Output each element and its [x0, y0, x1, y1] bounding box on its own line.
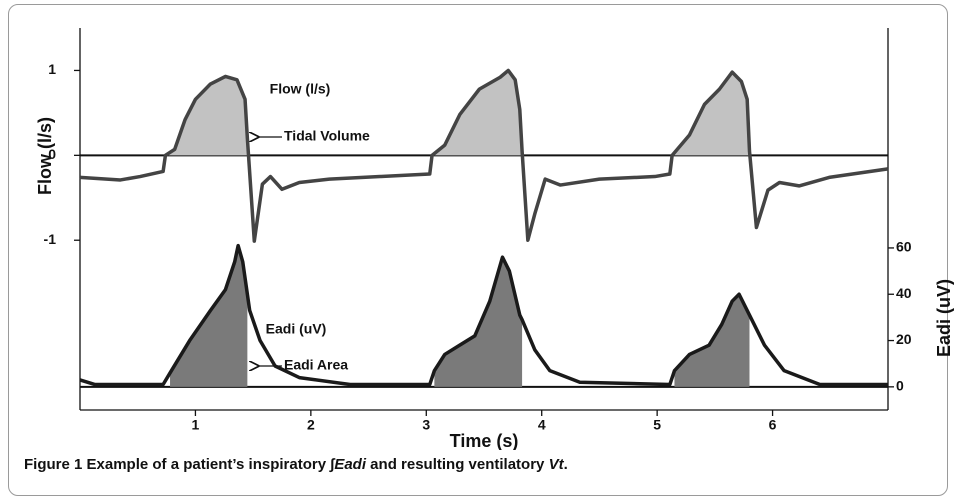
caption-part: Example of a patient’s inspiratory: [86, 456, 331, 473]
series-line: [79, 243, 888, 387]
x-tick-label: 6: [769, 417, 777, 433]
annotation: Flow (l/s): [270, 81, 331, 97]
y2-tick-label: 40: [896, 285, 912, 301]
caption-part: Vt: [548, 456, 564, 473]
shaded-area: [170, 245, 248, 387]
figure-frame: [8, 4, 948, 496]
caption: Figure 1 Example of a patient’s inspirat…: [24, 456, 568, 473]
y2-tick-label: 60: [896, 239, 912, 255]
x-axis-label: Time (s): [450, 431, 519, 450]
annotation: Eadi (uV): [266, 321, 327, 337]
caption-text: Example of a patient’s inspiratory ∫Eadi…: [87, 456, 568, 473]
y2-axis-label: Eadi (uV): [934, 279, 954, 357]
y2-tick-label: 0: [896, 378, 904, 394]
x-tick-label: 1: [192, 417, 200, 433]
x-tick-label: 4: [538, 417, 546, 433]
annotation: Tidal Volume: [284, 128, 370, 144]
y-tick-label: -1: [44, 231, 57, 247]
caption-part: .: [563, 456, 568, 473]
caption-part: and resulting ventilatory: [366, 456, 549, 473]
annotation: Eadi Area: [284, 357, 348, 373]
series-line: [79, 68, 889, 243]
caption-label: Figure 1: [24, 456, 83, 473]
y-axis-label: Flow (l/s): [35, 117, 55, 195]
y2-tick-label: 20: [896, 331, 912, 347]
y-tick-label: 0: [48, 146, 56, 162]
shaded-area: [165, 76, 248, 156]
x-tick-label: 2: [307, 417, 315, 433]
shaded-area: [434, 257, 523, 387]
x-tick-label: 5: [653, 417, 661, 433]
shaded-area: [432, 70, 523, 156]
caption-part: ∫Eadi: [330, 456, 367, 473]
y-tick-label: 1: [48, 61, 56, 77]
chart: Flow (l/s) Eadi (uV) Time (s) 1 2 3 4 5 6 -1 0 1…: [35, 28, 954, 450]
x-tick-label: 3: [422, 417, 430, 433]
